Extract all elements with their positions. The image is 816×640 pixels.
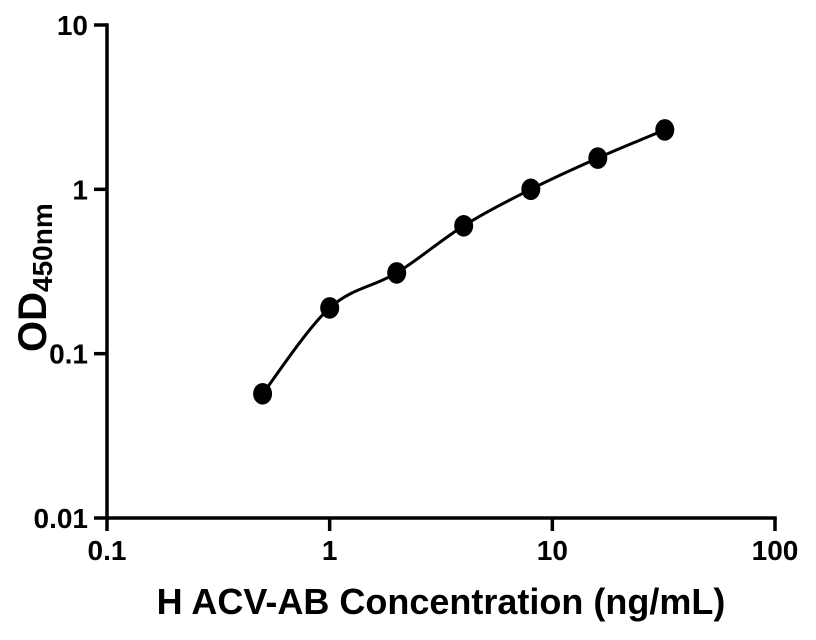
x-tick-label: 10	[537, 535, 568, 566]
fit-curve	[261, 128, 666, 395]
data-point-marker	[521, 178, 541, 201]
data-point-marker	[454, 215, 474, 237]
y-axis-title-subscript: 450nm	[27, 203, 58, 292]
x-tick-label: 100	[752, 535, 799, 566]
data-point-marker	[588, 147, 608, 169]
y-tick-label: 1	[72, 174, 88, 205]
x-axis-title: H ACV-AB Concentration (ng/mL)	[157, 581, 726, 622]
y-tick-label: 10	[57, 10, 88, 41]
y-axis-title-main: OD	[11, 292, 55, 352]
y-axis-title: OD450nm	[11, 203, 58, 352]
data-point-marker	[253, 383, 273, 405]
data-point-marker	[387, 262, 407, 284]
y-tick-label: 0.1	[49, 339, 88, 370]
x-tick-label: 1	[322, 535, 338, 566]
y-tick-label: 0.01	[34, 503, 89, 534]
data-point-marker	[655, 119, 675, 141]
axis-ticks	[94, 23, 777, 531]
x-tick-label: 0.1	[88, 535, 127, 566]
data-point-marker	[320, 297, 340, 319]
data-series	[253, 119, 675, 405]
axes	[105, 23, 777, 520]
